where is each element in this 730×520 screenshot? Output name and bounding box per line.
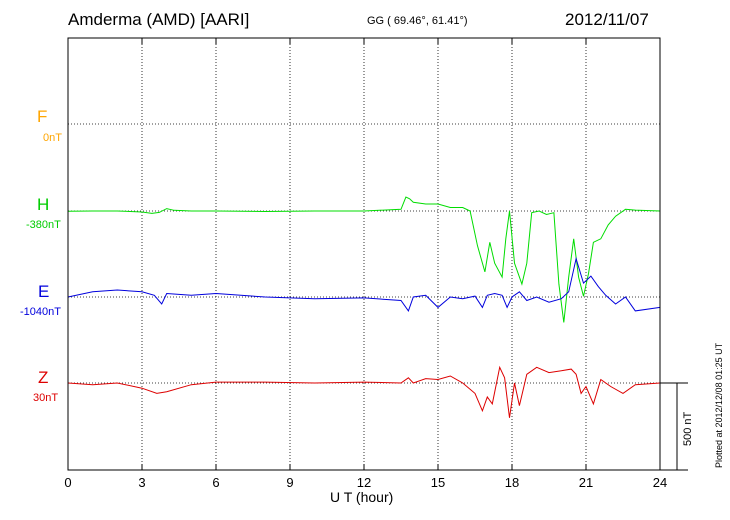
plotted-timestamp: Plotted at 2012/12/08 01:25 UT <box>714 342 724 468</box>
x-tick-label: 3 <box>138 475 145 490</box>
trace-e <box>67 256 661 312</box>
component-label-z: Z <box>38 368 49 387</box>
station-coordinates: GG ( 69.46°, 61.41°) <box>367 15 468 27</box>
component-label-f: F <box>37 107 48 126</box>
x-axis-ticks: 0 3 6 9 12 15 18 21 24 <box>64 38 667 490</box>
data-traces <box>67 196 661 418</box>
plot-date: 2012/11/07 <box>565 10 649 29</box>
component-label-e: E <box>38 282 50 301</box>
x-tick-label: 12 <box>357 475 371 490</box>
x-tick-label: 21 <box>579 475 593 490</box>
x-tick-label: 15 <box>431 475 445 490</box>
x-axis-label: U T (hour) <box>330 489 394 505</box>
component-baseline-f: 0nT <box>43 132 62 144</box>
trace-h <box>67 196 661 323</box>
x-tick-label: 18 <box>505 475 519 490</box>
component-baseline-z: 30nT <box>33 392 59 404</box>
scale-bar-label: 500 nT <box>682 411 694 446</box>
component-baseline-h: -380nT <box>26 219 61 231</box>
component-label-h: H <box>37 195 50 214</box>
x-tick-label: 9 <box>286 475 293 490</box>
trace-z <box>67 365 661 418</box>
x-tick-label: 24 <box>653 475 667 490</box>
grid-lines <box>68 38 660 470</box>
component-baseline-e: -1040nT <box>20 306 61 318</box>
x-tick-label: 0 <box>64 475 71 490</box>
scale-bar <box>660 382 688 471</box>
x-tick-label: 6 <box>212 475 219 490</box>
station-title: Amderma (AMD) [AARI] <box>68 10 250 29</box>
